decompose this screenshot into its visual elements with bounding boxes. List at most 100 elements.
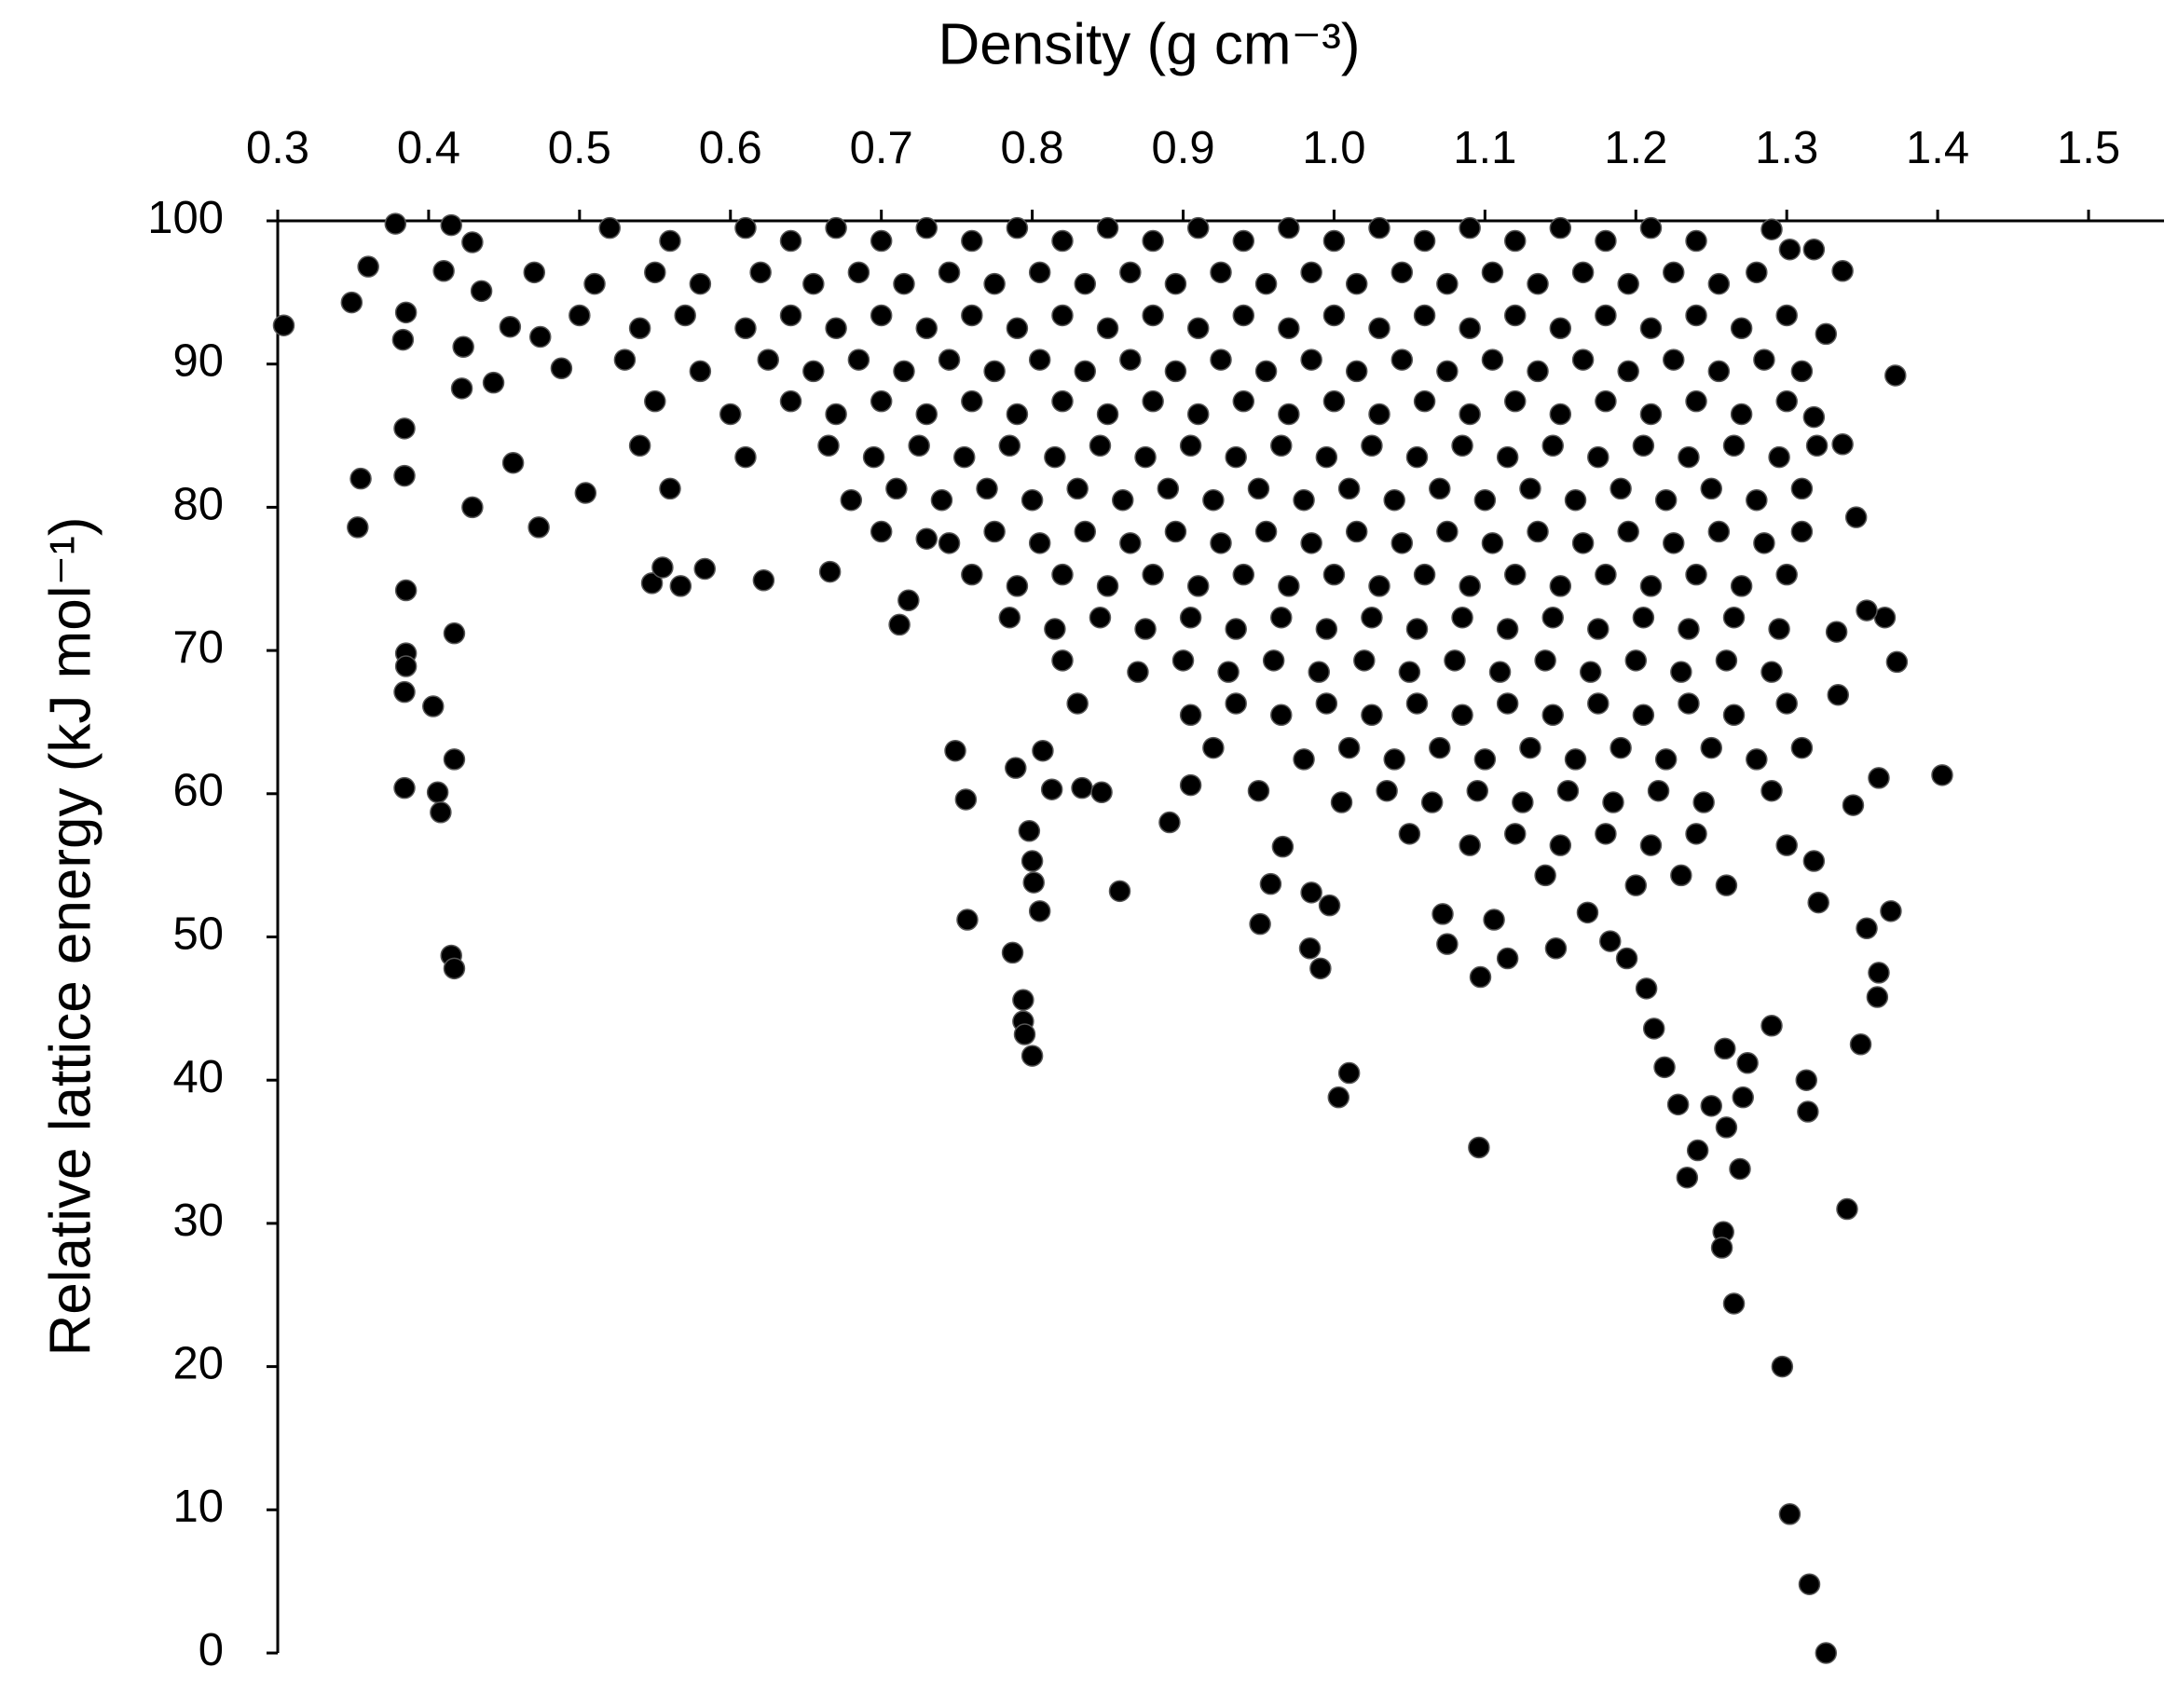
y-tick-label: 70 xyxy=(172,622,224,673)
x-tick-label: 0.3 xyxy=(246,123,309,173)
data-point xyxy=(1639,403,1663,426)
data-point xyxy=(628,317,651,340)
data-point xyxy=(393,464,416,487)
data-point xyxy=(1549,575,1572,597)
data-point xyxy=(938,261,961,284)
data-point xyxy=(1503,304,1527,327)
x-tick-label: 1.2 xyxy=(1604,123,1667,173)
data-point xyxy=(1028,261,1051,284)
data-point xyxy=(1217,661,1240,683)
data-point xyxy=(1451,606,1473,629)
data-point xyxy=(391,328,415,351)
data-point xyxy=(915,403,938,426)
data-point xyxy=(674,304,696,327)
data-point xyxy=(1753,348,1775,371)
data-point xyxy=(1663,348,1685,371)
data-point xyxy=(394,579,418,602)
data-point xyxy=(1278,216,1300,239)
data-point xyxy=(1444,649,1466,672)
data-point xyxy=(1413,229,1436,253)
data-point xyxy=(1405,445,1429,469)
y-tick-label: 50 xyxy=(172,909,224,959)
data-point xyxy=(1119,348,1142,371)
x-tick-label: 0.6 xyxy=(699,123,762,173)
data-point xyxy=(1807,891,1829,914)
data-point xyxy=(1654,488,1678,512)
data-point xyxy=(574,482,597,504)
data-point xyxy=(1436,933,1459,955)
data-point xyxy=(1722,704,1746,727)
data-point xyxy=(1483,909,1505,931)
data-point xyxy=(1729,1157,1751,1181)
data-point xyxy=(1134,618,1157,640)
data-point xyxy=(598,216,621,239)
data-point xyxy=(1322,389,1346,413)
data-point xyxy=(1700,1095,1722,1117)
data-point xyxy=(1527,520,1549,543)
data-point xyxy=(1005,757,1027,779)
data-point xyxy=(1805,434,1829,458)
data-point xyxy=(1405,618,1429,640)
data-point xyxy=(954,788,978,811)
data-point xyxy=(983,272,1006,295)
data-point xyxy=(461,231,484,253)
data-point xyxy=(1315,618,1338,640)
y-tick-label: 100 xyxy=(147,193,224,243)
data-point xyxy=(1866,986,1889,1008)
data-point xyxy=(1473,488,1497,512)
data-point xyxy=(1361,606,1383,629)
y-tick-label: 60 xyxy=(172,766,224,816)
data-point xyxy=(908,434,930,458)
data-point xyxy=(1481,348,1504,371)
data-point xyxy=(1571,261,1595,284)
data-point xyxy=(1753,532,1775,554)
data-point xyxy=(384,212,407,235)
data-point xyxy=(1309,957,1332,980)
data-point xyxy=(689,360,712,383)
data-point xyxy=(1051,563,1074,586)
data-point xyxy=(528,325,552,348)
data-point xyxy=(1856,917,1878,940)
data-point xyxy=(1090,781,1113,804)
data-point xyxy=(1707,360,1731,383)
data-point xyxy=(1066,692,1089,715)
data-point xyxy=(944,739,966,762)
data-point xyxy=(1481,532,1504,554)
data-point xyxy=(443,622,466,645)
data-point xyxy=(1775,389,1798,413)
data-point xyxy=(461,496,484,519)
data-point xyxy=(1663,261,1685,284)
data-point xyxy=(1602,791,1624,813)
data-point xyxy=(1293,748,1315,771)
data-point xyxy=(1760,218,1783,240)
data-point xyxy=(1254,520,1278,543)
data-point xyxy=(1730,403,1753,426)
data-point xyxy=(1044,618,1066,640)
data-point xyxy=(1496,618,1519,640)
data-point xyxy=(1353,649,1376,672)
data-point xyxy=(1885,650,1909,674)
x-tick-label: 1.5 xyxy=(2057,123,2120,173)
data-point xyxy=(1225,618,1247,640)
data-point xyxy=(1337,1061,1361,1085)
data-point xyxy=(1089,606,1112,629)
data-point xyxy=(1405,692,1429,715)
data-point xyxy=(1931,764,1953,786)
data-point xyxy=(1678,445,1700,469)
data-point xyxy=(1254,272,1278,295)
data-point xyxy=(1337,736,1361,759)
data-point xyxy=(1775,304,1798,327)
data-point xyxy=(1429,477,1451,500)
data-point xyxy=(1001,941,1024,964)
data-point xyxy=(1247,477,1270,500)
data-point xyxy=(1051,304,1074,327)
data-point xyxy=(802,272,825,295)
data-point xyxy=(893,272,915,295)
data-point xyxy=(1624,874,1648,896)
data-point xyxy=(1028,348,1051,371)
data-point xyxy=(1383,748,1405,771)
data-point xyxy=(1775,692,1798,715)
data-point xyxy=(1617,360,1639,383)
data-point xyxy=(1549,317,1572,340)
data-point xyxy=(847,348,870,371)
